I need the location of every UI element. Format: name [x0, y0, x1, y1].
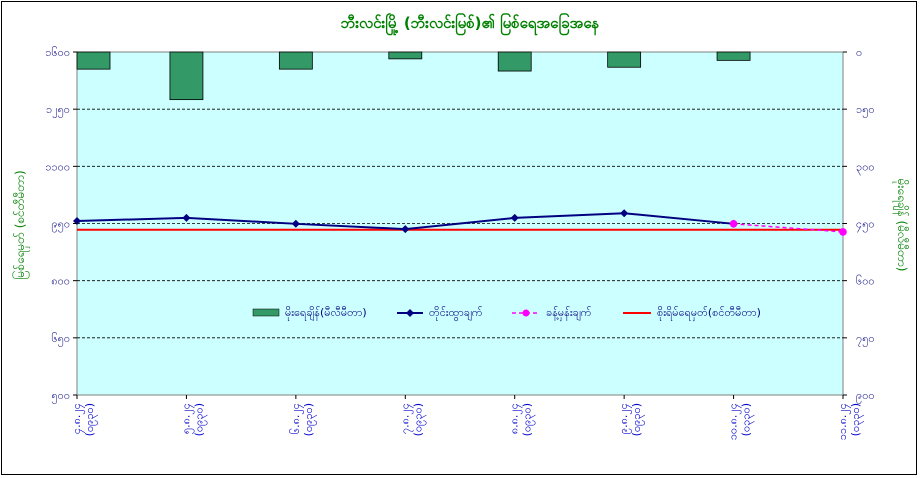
- category-label: ၈.၈.၂၄ (၀၉၃၀): [508, 403, 536, 436]
- category-label-line: ၇.၈.၂၄: [398, 403, 413, 434]
- legend: မိုးရေချိန်(မီလီမီတာ) တိုင်းထွာချက် ခန့်…: [252, 306, 761, 321]
- rainfall-bar: [76, 51, 111, 70]
- legend-rainfall-label: မိုးရေချိန်(မီလီမီတာ): [285, 306, 367, 321]
- chart-title: ဘီးလင်းမြို့ (ဘီးလင်းမြစ်)၏ မြစ်ရေအခြေအန…: [341, 12, 600, 36]
- forecast-series: [729, 220, 847, 236]
- legend-measured-marker: [406, 309, 414, 317]
- left-tick-label: ၁၁၀၀: [45, 160, 70, 173]
- right-tick-label: ၃၀၀: [856, 160, 875, 175]
- category-label-line: ၉.၈.၂၄: [617, 403, 632, 434]
- category-label-line: (၀၉၃၀): [192, 403, 207, 436]
- left-tick-label: ၁၆၀၀: [45, 46, 70, 59]
- forecast-point: [839, 228, 847, 236]
- forecast-line: [733, 223, 844, 233]
- rainfall-bar: [278, 51, 313, 70]
- rainfall-bar: [716, 51, 751, 61]
- legend-rainfall-swatch: [252, 308, 280, 317]
- left-tick-label: ၉၅၀: [51, 218, 70, 233]
- right-tick-label: ၄၅၀: [856, 218, 875, 233]
- rainfall-bar: [497, 51, 532, 72]
- category-label-line: (၀၉၃၀): [83, 403, 98, 436]
- right-tick-label: ၆၀၀: [856, 275, 875, 288]
- category-label-line: (၀၉၃၀): [411, 403, 426, 436]
- category-label-line: (၀၃၃၀): [849, 403, 864, 436]
- measured-point: [182, 213, 191, 222]
- measured-point: [510, 213, 519, 222]
- rainfall-bars: [76, 51, 751, 101]
- rainfall-bar: [169, 51, 204, 101]
- category-label: ၄.၈.၂၄ (၀၉၃၀): [70, 403, 98, 436]
- left-tick-label: ၈၀၀: [51, 275, 70, 288]
- category-label: ၅.၈.၂၄ (၀၉၃၀): [179, 403, 207, 436]
- category-label-line: ၆.၈.၂၄: [289, 403, 304, 434]
- measured-point: [401, 225, 410, 234]
- rainfall-bar: [388, 51, 423, 60]
- category-label-line: ၅.၈.၂၄: [179, 403, 194, 434]
- left-tick-label: ၆၅၀: [51, 332, 70, 347]
- right-tick-label: ၉၀၀: [856, 389, 875, 404]
- category-label: ၆.၈.၂၄ (၀၉၃၀): [289, 403, 317, 436]
- measured-point: [291, 219, 300, 228]
- legend-forecast-marker: [522, 309, 530, 317]
- category-label-line: (၀၉၃၀): [521, 403, 536, 436]
- category-label: ၁၁.၈.၂၄ (၀၃၃၀): [836, 403, 864, 440]
- category-label: ၉.၈.၂၄ (၀၉၃၀): [617, 403, 645, 436]
- right-tick-label: ၇၅၀: [856, 332, 875, 347]
- category-label: ၁၀.၈.၂၄ (၀၃၃၀): [727, 403, 755, 440]
- category-label-line: ၁၁.၈.၂၄: [836, 403, 851, 440]
- category-label-line: ၈.၈.၂၄: [508, 403, 523, 434]
- category-label-line: (၀၉၃၀): [630, 403, 645, 436]
- category-labels: ၄.၈.၂၄ (၀၉၃၀) ၅.၈.၂၄ (၀၉၃၀) ၆.၈.၂၄ (၀၉၃၀) ၇.၈.…: [70, 395, 864, 440]
- category-label-line: (၀၃၃၀): [740, 403, 755, 436]
- gridlines: [77, 108, 843, 339]
- legend-measured-label: တိုင်းထွာချက်: [429, 306, 483, 321]
- left-tick-label: ၅၀၀: [51, 389, 70, 404]
- forecast-point: [729, 220, 738, 228]
- rainfall-bar: [607, 51, 642, 68]
- category-label-line: (၀၉၃၀): [302, 403, 317, 436]
- right-tick-label: ၁၅၀: [856, 103, 875, 118]
- category-label: ၇.၈.၂၄ (၀၉၃၀): [398, 403, 426, 436]
- y-right-axis-title: မိုးရေချိန် (မီလီမီတာ): [892, 179, 910, 272]
- right-tick-label: ၀: [856, 46, 862, 59]
- y-left-axis-title: မြစ်ရေမှတ် (စင်တီမီတာ): [11, 170, 30, 279]
- legend-danger-label: စိုးရိမ်ရေမှတ်(စင်တီမီတာ): [657, 306, 761, 321]
- category-label-line: ၄.၈.၂၄: [70, 403, 85, 434]
- measured-point: [620, 209, 629, 218]
- category-label-line: ၁၀.၈.၂၄: [727, 403, 742, 440]
- legend-forecast-label: ခန့်မှန်းချက်: [546, 306, 592, 321]
- left-tick-label: ၁၂၅၀: [46, 103, 70, 118]
